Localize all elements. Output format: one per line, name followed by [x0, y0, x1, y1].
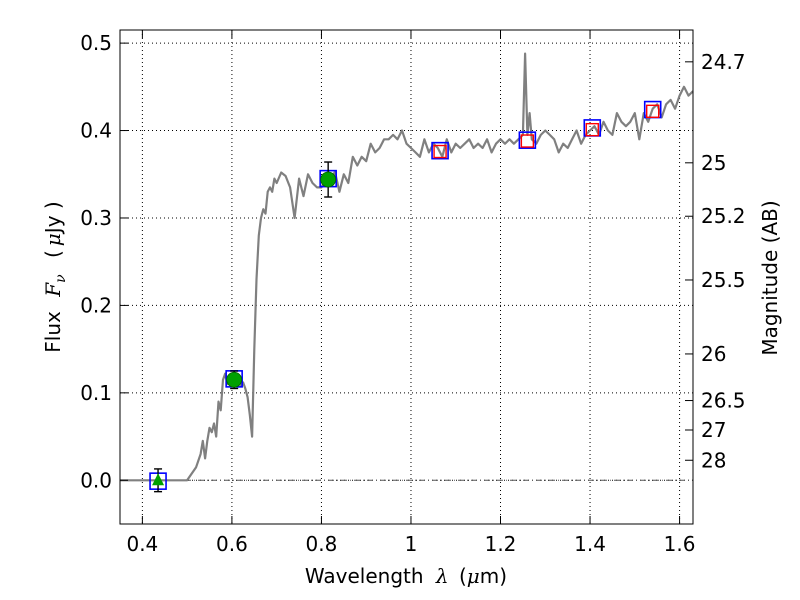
- y-tick-label: 0.3: [80, 206, 112, 230]
- upper-limit-marker: [433, 144, 447, 159]
- x-tick-label: 0.6: [216, 532, 248, 556]
- upper-limit-marker: [520, 134, 535, 148]
- mag-tick-label: 25.5: [701, 268, 746, 292]
- upper-limit-marker: [646, 104, 660, 119]
- x-tick-label: 0.4: [126, 532, 158, 556]
- mag-tick-label: 28: [701, 448, 726, 472]
- nondetection-marker: [152, 473, 165, 486]
- x-tick-label: 1: [405, 532, 418, 556]
- detection-marker: [226, 371, 243, 388]
- model-square-marker: [518, 131, 537, 149]
- x-tick-label: 1.6: [664, 532, 696, 556]
- x-tick-label: 1.4: [574, 532, 606, 556]
- y-tick-label: 0.5: [80, 31, 112, 55]
- y-tick-label: 0.1: [80, 381, 112, 405]
- y2-axis-title: Magnitude (AB): [758, 200, 782, 355]
- x-tick-label: 0.8: [306, 532, 338, 556]
- x-tick-label: 1.2: [485, 532, 517, 556]
- y-tick-label: 0.0: [80, 468, 112, 492]
- y-tick-label: 0.4: [80, 119, 112, 143]
- detection-marker: [320, 171, 337, 188]
- mag-tick-label: 25.2: [701, 204, 746, 228]
- mag-tick-label: 24.7: [701, 50, 746, 74]
- mag-tick-label: 26: [701, 342, 726, 366]
- y-tick-label: 0.2: [80, 293, 112, 317]
- upper-limit-marker: [585, 122, 599, 137]
- plot-frame: [119, 29, 694, 525]
- y-axis-title: Flux Fν (μJy ): [41, 201, 70, 352]
- template-spectrum-line: [120, 52, 694, 482]
- template-spectrum: [120, 52, 694, 482]
- tick-marks: [120, 30, 693, 524]
- mag-tick-label: 26.5: [701, 389, 746, 413]
- data-points: [149, 100, 662, 493]
- mag-tick-label: 25: [701, 151, 726, 175]
- y-tick-labels: 0.0 0.1 0.2 0.3 0.4 0.5: [80, 31, 112, 492]
- magnitude-tick-labels: 24.7 25 25.2 25.5 26 26.5 27 28: [701, 50, 746, 472]
- x-axis-title: Wavelength λ (μm): [305, 564, 507, 588]
- x-tick-labels: 0.4 0.6 0.8 1 1.2 1.4 1.6: [126, 532, 695, 556]
- mag-tick-label: 27: [701, 418, 726, 442]
- model-square-marker: [431, 141, 449, 160]
